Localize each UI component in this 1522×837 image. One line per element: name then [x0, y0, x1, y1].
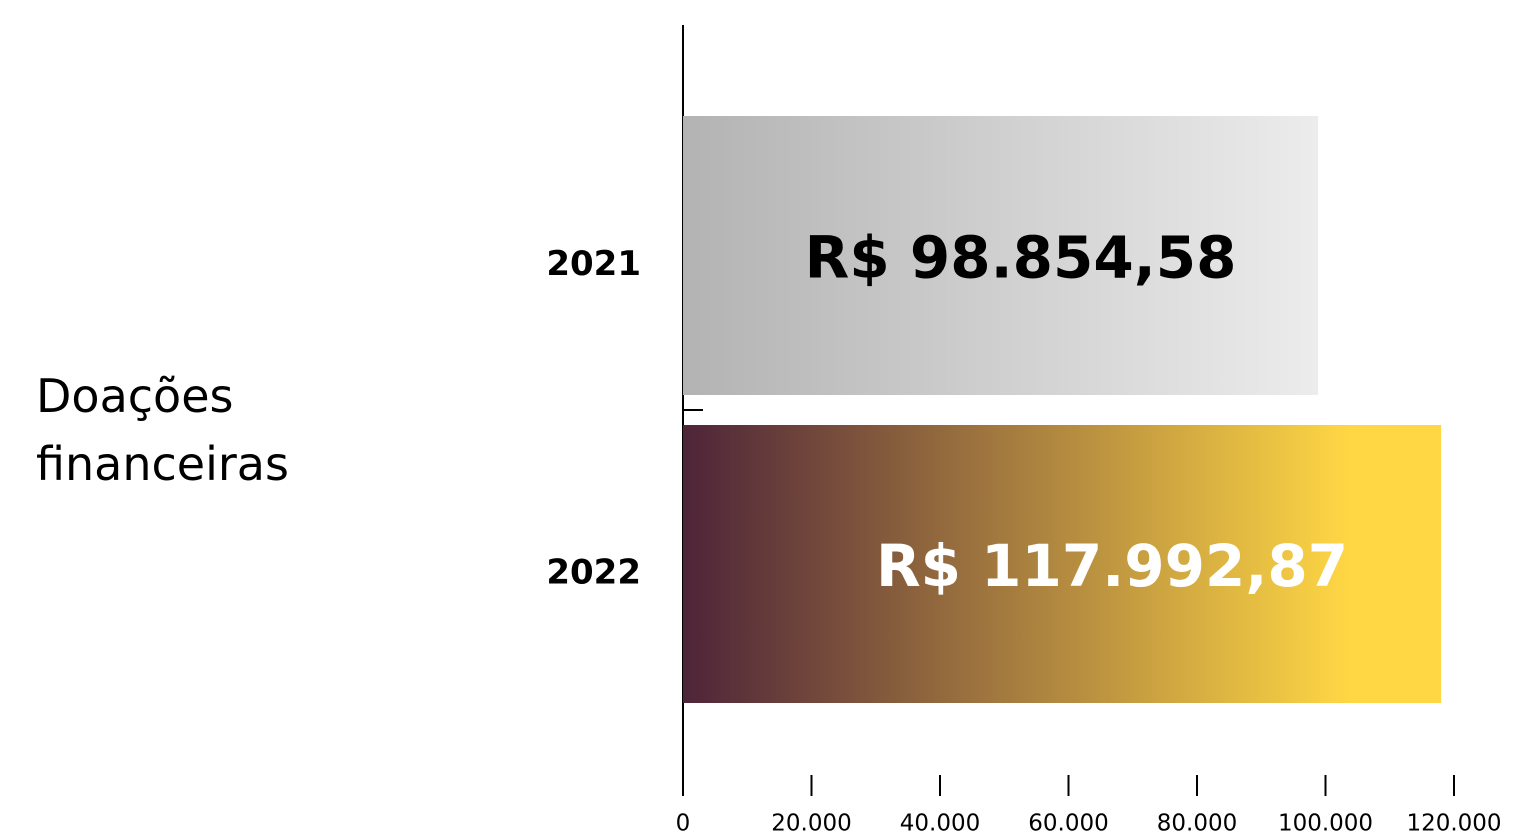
x-tick-label: 20.000 — [771, 811, 851, 837]
value-label: R$ 98.854,58 — [805, 224, 1237, 292]
x-tick-label: 100.000 — [1278, 811, 1373, 837]
category-label: 2021 — [546, 244, 641, 284]
x-tick-label: 40.000 — [900, 811, 980, 837]
x-tick-label: 80.000 — [1157, 811, 1237, 837]
value-label: R$ 117.992,87 — [876, 532, 1348, 600]
category-label: 2022 — [546, 553, 641, 593]
bar — [683, 425, 1442, 703]
x-tick-label: 60.000 — [1028, 811, 1108, 837]
bar — [683, 116, 1319, 395]
x-tick-label: 120.000 — [1406, 811, 1501, 837]
chart-title: Doações financeiras — [36, 369, 289, 491]
x-tick-label: 0 — [676, 811, 691, 837]
